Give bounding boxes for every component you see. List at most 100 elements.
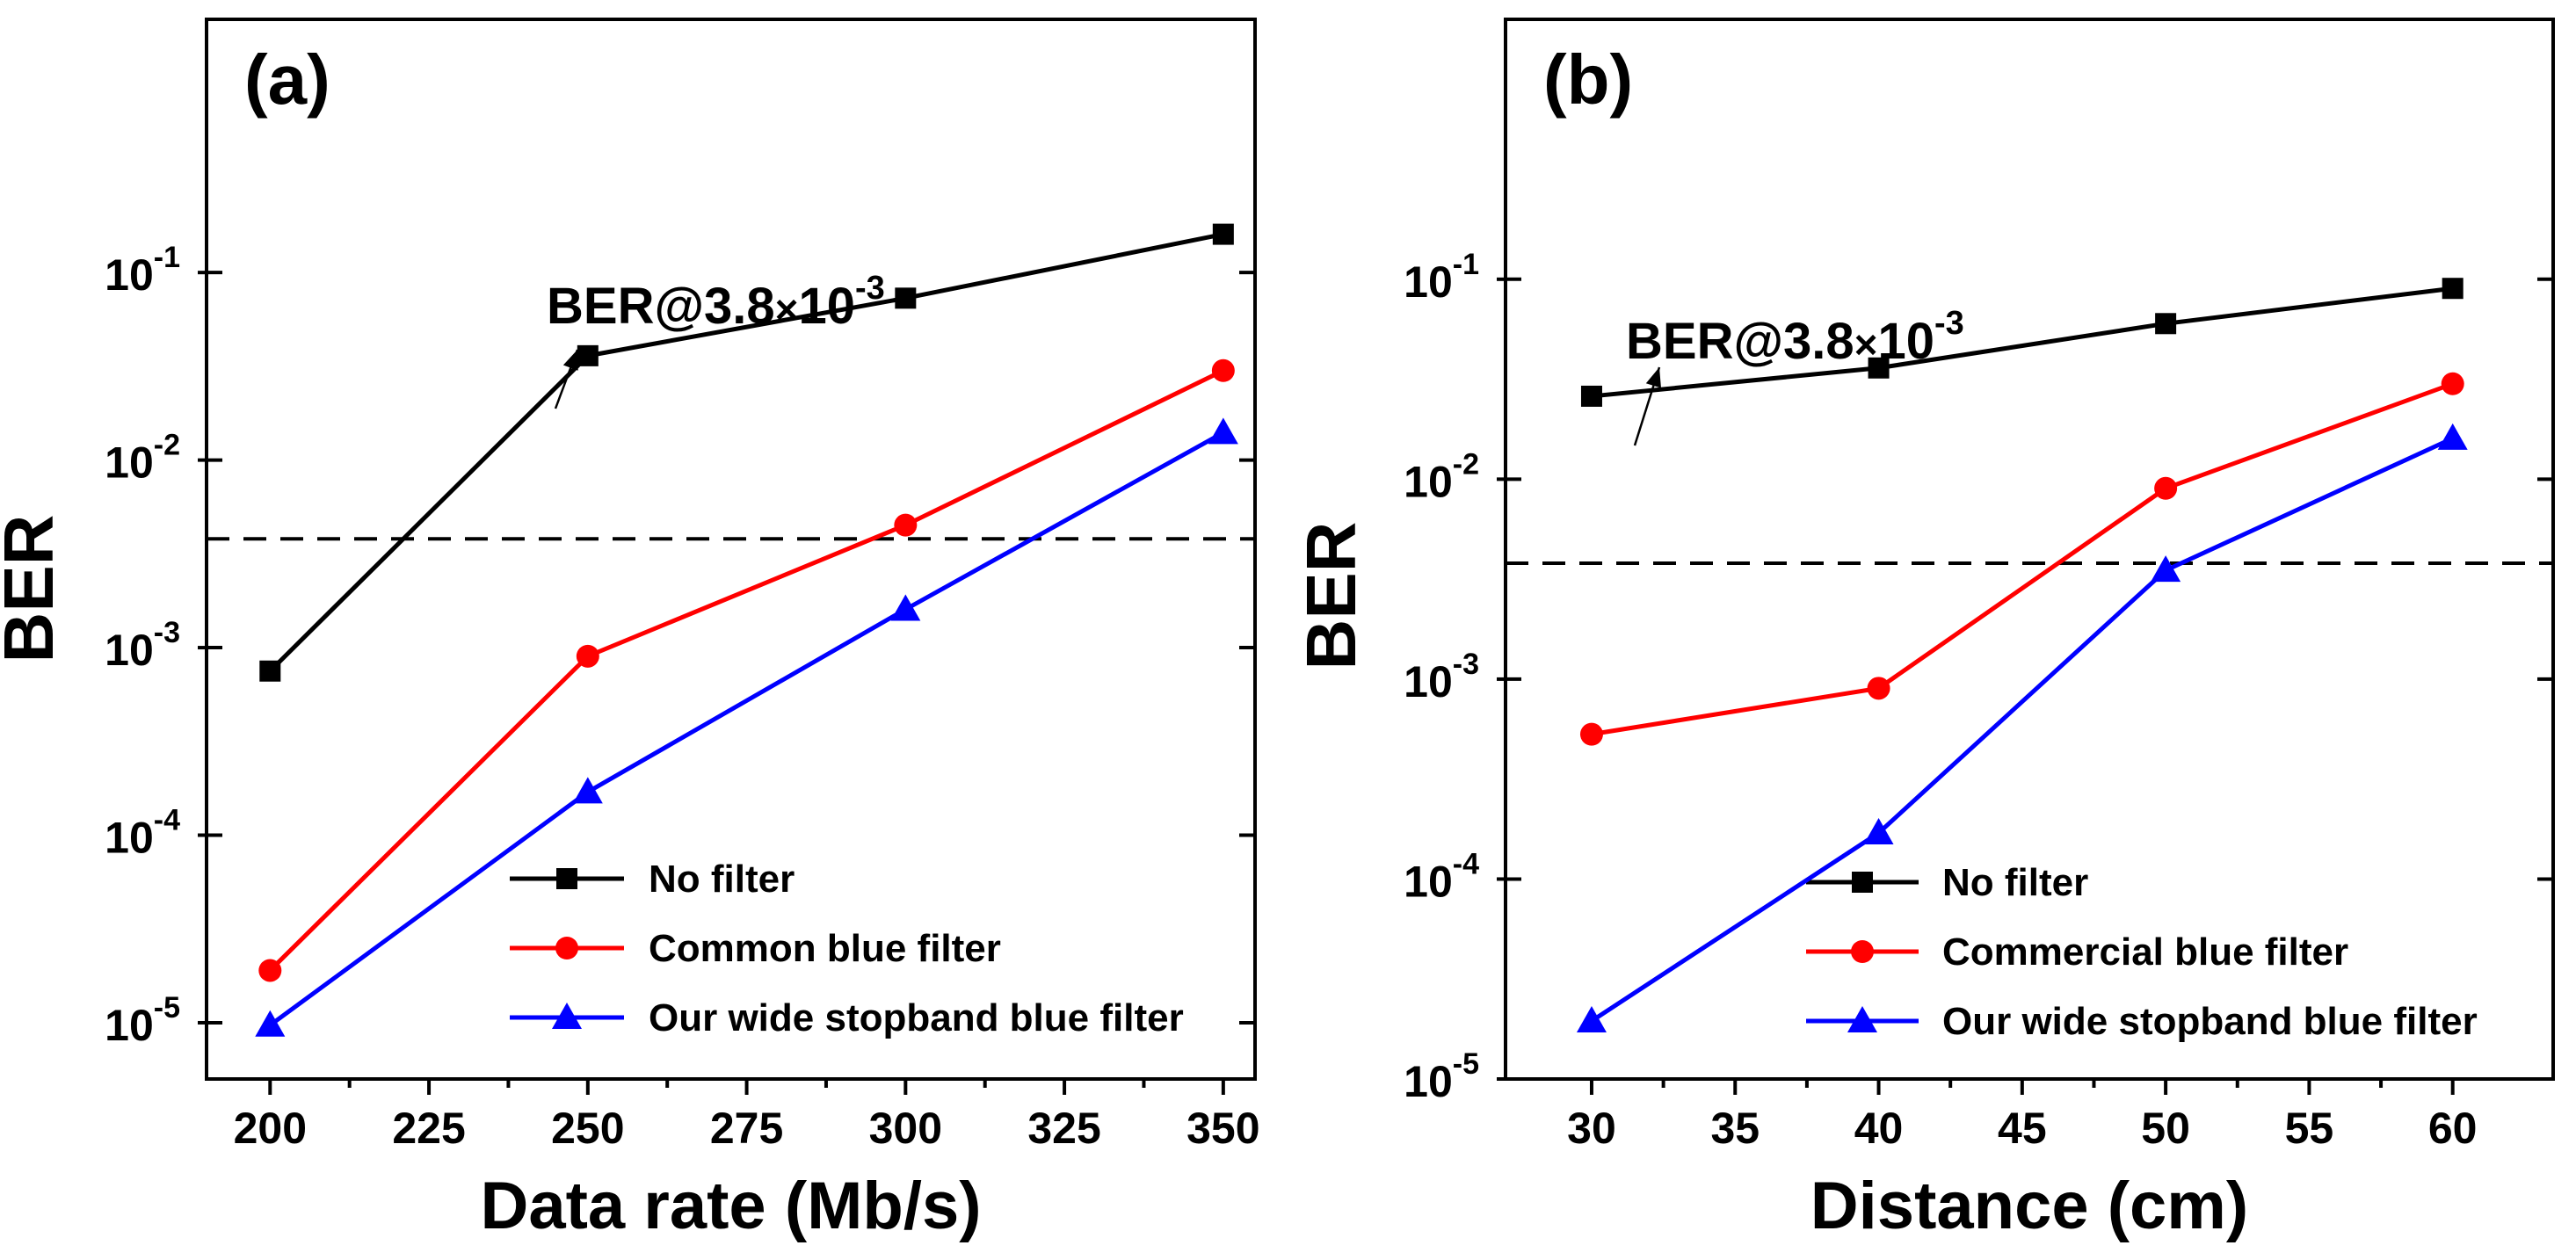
data-point bbox=[2154, 476, 2178, 500]
y-tick-base: 10 bbox=[1404, 457, 1453, 506]
threshold-label-exponent: -3 bbox=[855, 270, 885, 307]
legend-marker bbox=[555, 937, 578, 959]
x-axis-title: Distance (cm) bbox=[1810, 1169, 2248, 1243]
data-point bbox=[895, 287, 917, 309]
x-tick-label: 60 bbox=[2428, 1104, 2478, 1153]
x-tick-label: 55 bbox=[2285, 1104, 2334, 1153]
threshold-arrow-head bbox=[1645, 367, 1661, 388]
y-tick-base: 10 bbox=[1404, 857, 1453, 906]
y-tick-label: 10-5 bbox=[105, 991, 180, 1050]
data-point bbox=[1868, 357, 1890, 379]
y-tick-exponent: -3 bbox=[154, 616, 180, 649]
y-tick-label: 10-2 bbox=[1404, 447, 1479, 506]
threshold-label-exponent: -3 bbox=[1934, 305, 1964, 342]
series-line bbox=[1591, 286, 2454, 399]
data-point bbox=[1580, 385, 1602, 407]
x-tick-label: 45 bbox=[1998, 1104, 2047, 1153]
threshold-label: BER@3.8×10-3 bbox=[547, 270, 885, 335]
y-tick-base: 10 bbox=[105, 814, 154, 863]
data-point bbox=[258, 959, 282, 982]
legend-marker bbox=[1851, 940, 1874, 963]
panel-a: 200 225 250 275 300 325 35010-510-410-310-210-… bbox=[0, 18, 1260, 1243]
legend-marker bbox=[552, 1003, 582, 1029]
y-tick-exponent: -2 bbox=[154, 429, 180, 462]
threshold-label-main: BER@3.8 bbox=[1626, 313, 1854, 370]
threshold-arrow-head bbox=[562, 350, 578, 371]
panel-label: (a) bbox=[244, 40, 330, 119]
panel-b: 30 35 40 45 50 55 6010-510-410-310-210-1Distan… bbox=[1292, 18, 2555, 1243]
data-point bbox=[1867, 677, 1890, 700]
y-tick-base: 10 bbox=[105, 438, 154, 488]
series-line bbox=[1591, 381, 2454, 737]
series-line bbox=[1590, 436, 2454, 1024]
y-tick-base: 10 bbox=[1404, 257, 1453, 307]
data-point bbox=[2441, 372, 2464, 395]
legend-label: Common blue filter bbox=[649, 927, 1001, 970]
y-tick-base: 10 bbox=[105, 250, 154, 300]
data-point bbox=[576, 644, 599, 668]
y-tick-label: 10-1 bbox=[1404, 248, 1479, 307]
series-line bbox=[268, 431, 1225, 1027]
y-tick-exponent: -3 bbox=[1453, 648, 1479, 681]
y-tick-exponent: -5 bbox=[154, 991, 180, 1025]
data-point bbox=[2437, 423, 2468, 450]
y-tick-exponent: -5 bbox=[1453, 1047, 1479, 1081]
legend-marker bbox=[556, 868, 577, 889]
threshold-label-base: 10 bbox=[799, 278, 856, 335]
series-line bbox=[268, 232, 1224, 673]
y-tick-label: 10-3 bbox=[105, 616, 180, 675]
y-tick-base: 10 bbox=[105, 626, 154, 675]
plot-frame bbox=[1504, 18, 2555, 1081]
x-tick-label: 325 bbox=[1027, 1104, 1100, 1153]
threshold-label-main: BER@3.8 bbox=[547, 278, 775, 335]
data-point bbox=[1579, 722, 1603, 746]
x-tick-label: 250 bbox=[551, 1104, 624, 1153]
x-tick-label: 200 bbox=[234, 1104, 307, 1153]
x-tick-label: 50 bbox=[2141, 1104, 2190, 1153]
y-tick-label: 10-3 bbox=[1404, 648, 1479, 706]
x-tick-label: 300 bbox=[869, 1104, 942, 1153]
legend-label: No filter bbox=[649, 858, 795, 901]
data-point bbox=[894, 513, 918, 537]
y-axis-title: BER bbox=[1292, 522, 1370, 670]
data-point bbox=[259, 660, 281, 682]
y-tick-exponent: -4 bbox=[1453, 847, 1479, 880]
data-point bbox=[1863, 818, 1894, 845]
y-tick-exponent: -4 bbox=[154, 804, 180, 837]
data-point bbox=[890, 594, 921, 621]
x-tick-label: 35 bbox=[1710, 1104, 1760, 1153]
plot-frame bbox=[205, 18, 1257, 1081]
data-point bbox=[572, 777, 603, 804]
x-tick-label: 40 bbox=[1854, 1104, 1904, 1153]
x-axis-title: Data rate (Mb/s) bbox=[480, 1169, 981, 1243]
data-point bbox=[577, 344, 599, 366]
legend-label: Commercial blue filter bbox=[1942, 931, 2348, 974]
y-tick-label: 10-4 bbox=[1404, 847, 1479, 906]
legend-label: No filter bbox=[1942, 861, 2088, 904]
data-point bbox=[2155, 313, 2177, 335]
legend-label: Our wide stopband blue filter bbox=[1942, 1000, 2478, 1043]
data-point bbox=[1211, 358, 1235, 382]
series-line bbox=[268, 368, 1224, 973]
panel-label: (b) bbox=[1543, 40, 1633, 119]
data-point bbox=[2442, 278, 2464, 300]
y-tick-exponent: -1 bbox=[154, 241, 180, 274]
y-tick-base: 10 bbox=[1404, 1057, 1453, 1106]
legend-marker bbox=[1852, 872, 1873, 893]
y-tick-base: 10 bbox=[105, 1001, 154, 1050]
y-tick-label: 10-5 bbox=[1404, 1047, 1479, 1106]
x-tick-label: 350 bbox=[1186, 1104, 1259, 1153]
y-tick-label: 10-1 bbox=[105, 241, 180, 300]
threshold-label-times: × bbox=[775, 286, 799, 332]
y-tick-exponent: -1 bbox=[1453, 248, 1479, 281]
data-point bbox=[1208, 417, 1238, 445]
y-tick-label: 10-4 bbox=[105, 804, 180, 863]
x-tick-label: 30 bbox=[1567, 1104, 1616, 1153]
data-point bbox=[1212, 223, 1234, 245]
x-tick-label: 275 bbox=[710, 1104, 783, 1153]
legend-label: Our wide stopband blue filter bbox=[649, 996, 1184, 1039]
threshold-label: BER@3.8×10-3 bbox=[1626, 305, 1964, 370]
y-axis-title: BER bbox=[0, 515, 68, 663]
data-point bbox=[2151, 555, 2181, 583]
